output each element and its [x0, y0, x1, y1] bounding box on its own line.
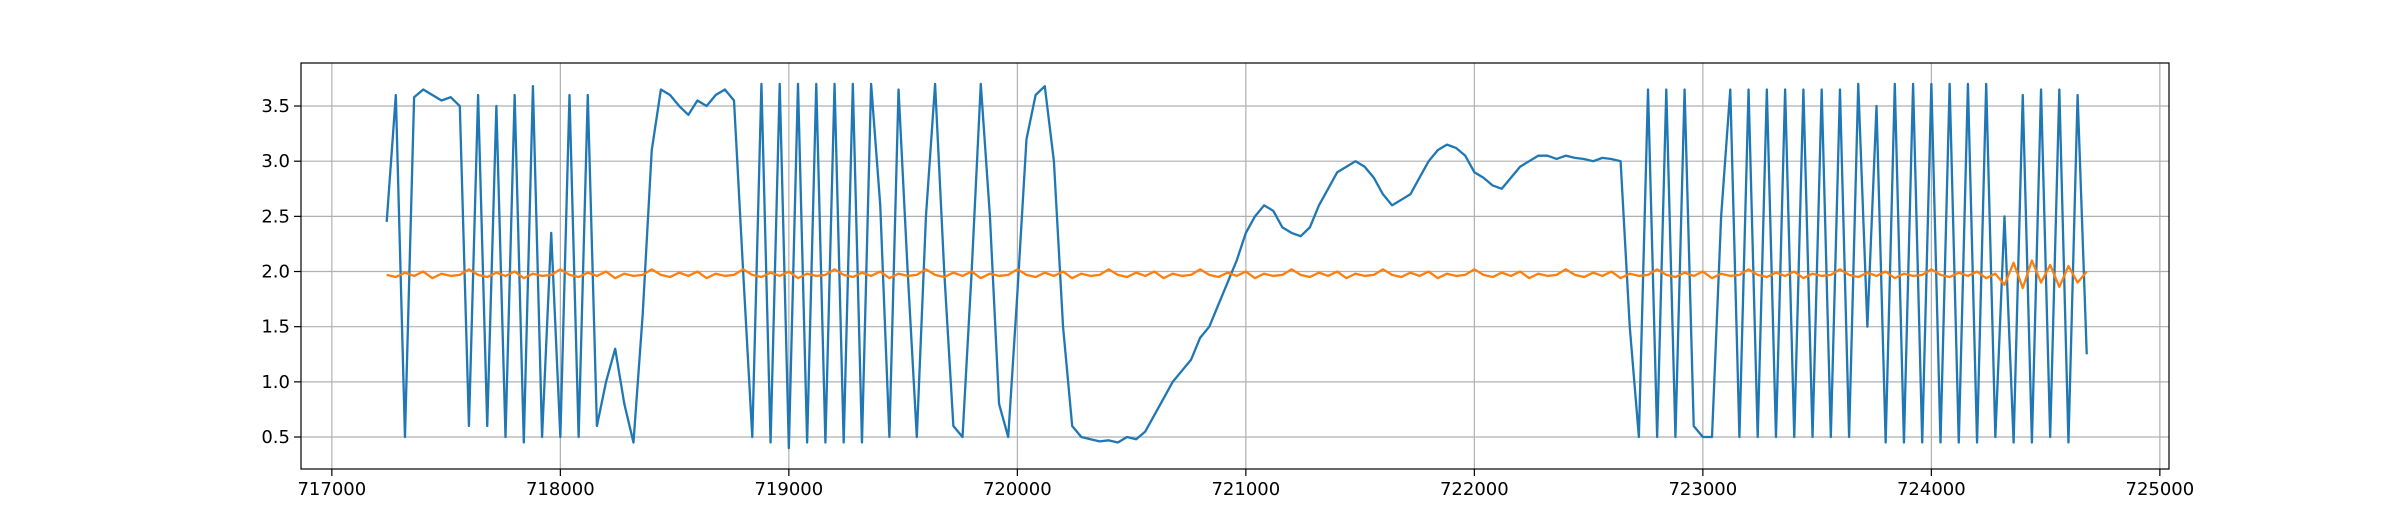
- plot-area: [385, 82, 2088, 450]
- x-tick-label: 718000: [526, 479, 595, 500]
- y-tick-label: 3.0: [261, 151, 290, 172]
- y-tick-label: 2.0: [261, 262, 290, 283]
- y-tick-label: 0.5: [261, 427, 290, 448]
- axes-frame: [300, 62, 2170, 470]
- y-tick-label: 1.5: [261, 317, 290, 338]
- x-tick-label: 721000: [1211, 479, 1280, 500]
- ticks: 717000 718000 719000 720000 721000 722000 7230…: [261, 96, 2194, 500]
- x-tick-label: 722000: [1440, 479, 1509, 500]
- x-tick-label: 720000: [983, 479, 1052, 500]
- y-tick-label: 1.0: [261, 372, 290, 393]
- x-tick-label: 717000: [297, 479, 366, 500]
- data-line: [385, 82, 2088, 450]
- x-tick-label: 724000: [1897, 479, 1966, 500]
- y-tick-label: 3.5: [261, 96, 290, 117]
- x-tick-label: 719000: [754, 479, 823, 500]
- grid: [301, 63, 2169, 469]
- y-tick-label: 2.5: [261, 206, 290, 227]
- data-line: [386, 259, 2088, 290]
- x-tick-label: 725000: [2126, 479, 2195, 500]
- x-tick-label: 723000: [1668, 479, 1737, 500]
